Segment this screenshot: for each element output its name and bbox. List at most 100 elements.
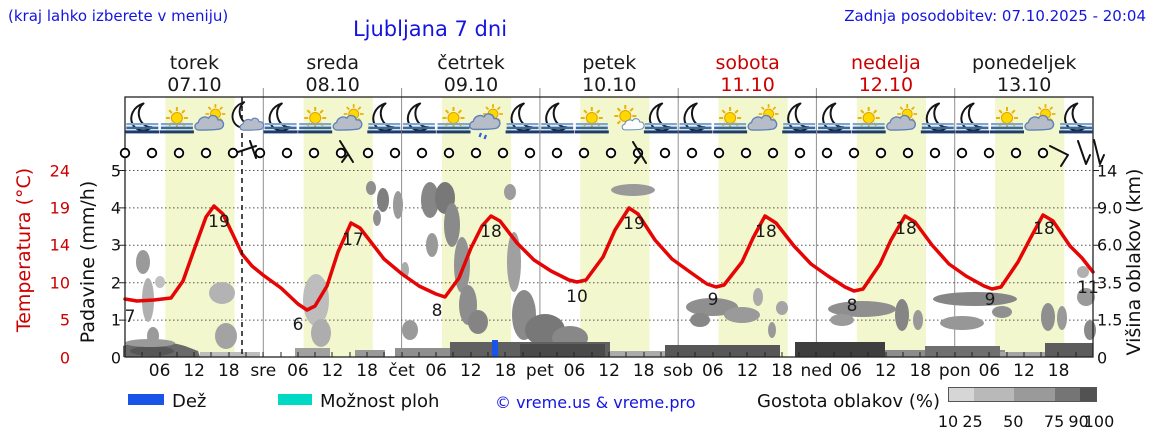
x-tick: 06	[840, 361, 862, 381]
temperature-axis-title: Temperatura (°C)	[13, 167, 35, 333]
temp-point-label: 18	[755, 222, 777, 242]
temp-tick: 0	[59, 348, 70, 368]
x-tick: 06	[563, 361, 586, 381]
weather-icon-moon-fog	[955, 103, 989, 134]
x-tick: 06	[425, 361, 448, 381]
precip-tick: 3	[110, 235, 121, 255]
weather-icon-moon-fog	[264, 103, 298, 134]
density-step	[949, 388, 974, 401]
day-date: 10.10	[582, 74, 637, 96]
showers-legend-label: Možnost ploh	[320, 391, 440, 412]
x-tick: 06	[701, 361, 724, 381]
x-tick: sre	[250, 361, 277, 381]
temp-point-label: 9	[984, 290, 996, 310]
copyright-link[interactable]: © vreme.us & vreme.pro	[495, 393, 696, 412]
last-updated: Zadnja posodobitev: 07.10.2025 - 20:04	[844, 7, 1146, 25]
day-date: 13.10	[996, 74, 1052, 96]
day-name: sobota	[715, 52, 780, 74]
day-name: četrtek	[437, 52, 505, 74]
x-tick: 18	[632, 361, 655, 381]
temp-point-label: 11	[1077, 278, 1099, 298]
x-tick: ned	[800, 361, 833, 381]
precip-tick: 1	[110, 310, 121, 330]
showers-legend-swatch	[278, 394, 312, 405]
day-name: ponedeljek	[971, 52, 1077, 74]
weather-icon-moon-cloud	[230, 102, 264, 131]
x-tick: 18	[217, 361, 240, 381]
x-tick: 18	[771, 361, 793, 381]
x-tick: pon	[938, 361, 971, 381]
x-tick: pet	[525, 361, 554, 381]
rain-bar	[492, 340, 498, 357]
weather-icon-moon-fog	[540, 103, 574, 134]
x-tick: 06	[978, 361, 1001, 381]
x-tick: 12	[598, 361, 620, 381]
temp-point-label: 18	[895, 219, 917, 239]
temp-point-label: 19	[208, 212, 230, 232]
height-tick: 14	[1097, 161, 1118, 181]
temp-point-label: 17	[342, 230, 364, 250]
density-step	[1014, 388, 1056, 401]
cloud-height-axis-title: Višina oblakov (km)	[1123, 168, 1145, 356]
cloud-density-legend-label: Gostota oblakov (%)	[757, 391, 941, 412]
precip-tick: 0	[110, 348, 121, 368]
density-step	[973, 388, 1015, 401]
temp-tick: 14	[49, 235, 70, 255]
day-name: nedelja	[851, 52, 921, 74]
temp-point-label: 7	[124, 307, 136, 327]
menu-note: (kraj lahko izberete v meniju)	[8, 7, 229, 25]
density-tick: 25	[962, 412, 983, 431]
precip-tick: 4	[110, 198, 121, 218]
temperature-curve	[123, 204, 1095, 312]
rain-legend-swatch	[128, 394, 164, 405]
weather-icon-moon-fog	[679, 103, 713, 134]
x-tick: 12	[321, 361, 344, 381]
cloud-density-blobs	[123, 181, 1096, 357]
density-step	[1055, 388, 1080, 401]
day-name: torek	[169, 52, 219, 74]
x-tick: sob	[663, 361, 694, 381]
x-tick: 12	[459, 361, 482, 381]
x-tick: 12	[183, 361, 206, 381]
day-date: 12.10	[858, 74, 914, 96]
x-tick: 18	[1047, 361, 1070, 381]
x-tick: 06	[287, 361, 309, 381]
precipitation-axis-title: Padavine (mm/h)	[77, 180, 99, 344]
day-name: sreda	[306, 52, 360, 74]
height-tick: 1.5	[1097, 310, 1123, 330]
x-tick: 18	[909, 361, 932, 381]
density-tick: 10	[937, 412, 959, 431]
weather-icon-moon-fog	[817, 103, 851, 134]
x-tick: 12	[736, 361, 759, 381]
y-axis-ticks	[119, 170, 1099, 321]
temp-point-label: 10	[566, 287, 588, 307]
temp-tick: 24	[49, 161, 70, 181]
height-tick: 0	[1097, 348, 1108, 368]
temp-tick: 5	[59, 310, 70, 330]
temp-tick: 19	[49, 198, 70, 218]
temp-point-label: 19	[623, 214, 645, 234]
temp-point-label: 6	[292, 315, 304, 335]
density-tick: 75	[1043, 412, 1065, 431]
density-tick: 90	[1068, 412, 1089, 431]
weather-icon-moon-fog	[402, 103, 436, 134]
x-tick: 12	[1013, 361, 1035, 381]
day-date: 07.10	[167, 74, 222, 96]
density-tick: 50	[1003, 412, 1024, 431]
temp-point-label: 8	[431, 301, 443, 321]
weather-icon-moon-fog	[125, 103, 159, 134]
cloud-density-scale	[948, 387, 1097, 402]
height-tick: 9.0	[1097, 198, 1123, 218]
height-tick: 6.0	[1097, 235, 1123, 255]
wind-barbs	[237, 139, 1105, 167]
x-tick: 18	[356, 361, 378, 381]
page-title: Ljubljana 7 dni	[352, 17, 508, 41]
day-date: 09.10	[443, 74, 499, 96]
temp-point-label: 18	[1033, 219, 1055, 239]
day-name: petek	[582, 52, 637, 74]
density-tick: 100	[1083, 412, 1115, 431]
height-tick: 3.5	[1097, 273, 1123, 293]
x-tick: 12	[874, 361, 897, 381]
